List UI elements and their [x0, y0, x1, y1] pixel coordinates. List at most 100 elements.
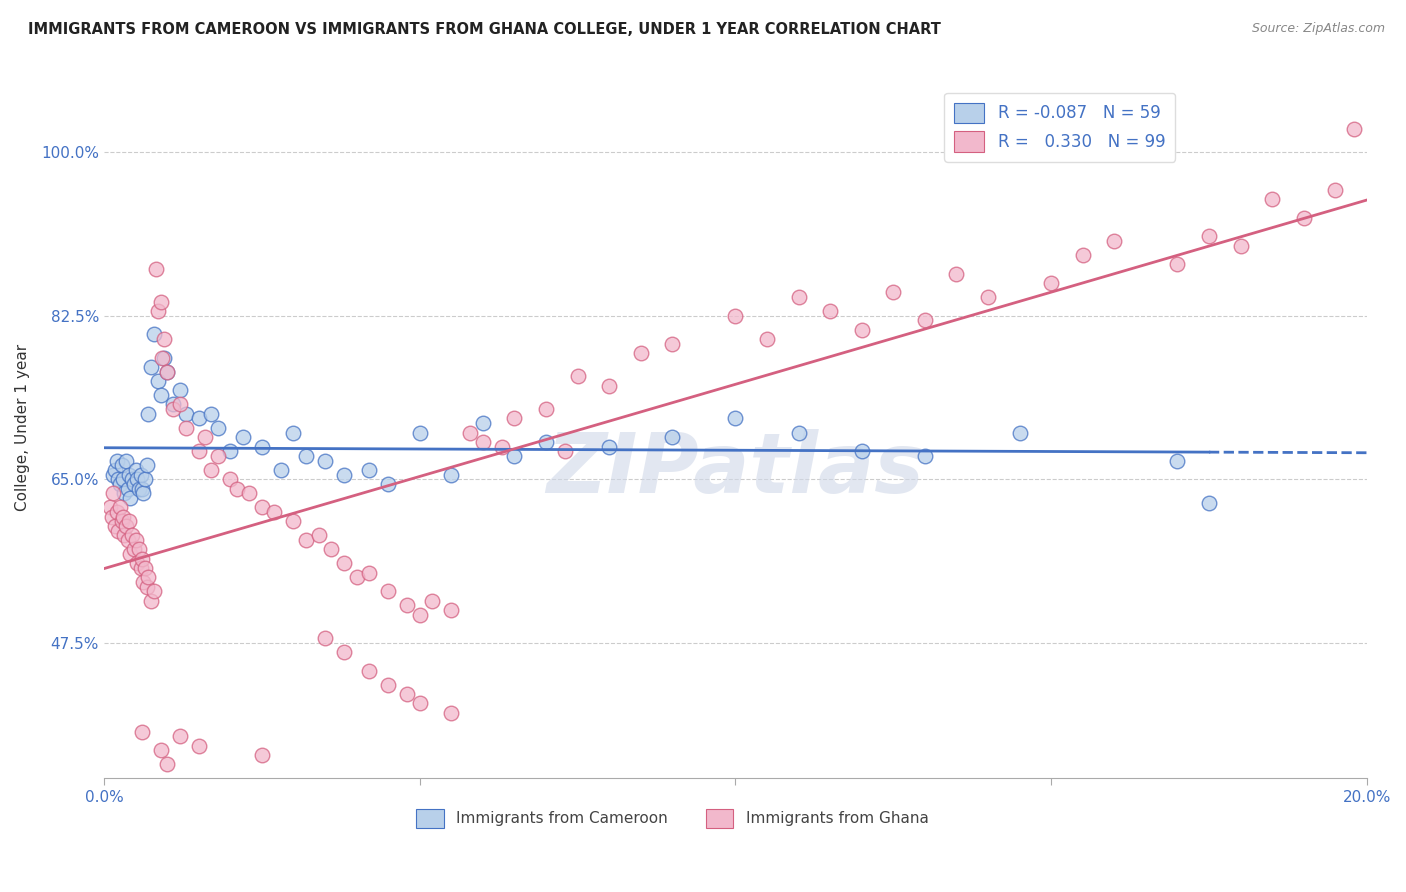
Text: ZIPatlas: ZIPatlas	[547, 429, 924, 510]
Point	[818, 304, 841, 318]
Point	[630, 346, 652, 360]
Point	[567, 369, 589, 384]
Point	[333, 645, 356, 659]
Point	[134, 561, 156, 575]
Point	[359, 566, 381, 580]
Point	[661, 336, 683, 351]
Point	[117, 482, 139, 496]
Point	[1229, 238, 1251, 252]
Point	[132, 574, 155, 589]
Point	[128, 482, 150, 496]
Point	[111, 458, 134, 473]
Point	[346, 570, 368, 584]
Point	[377, 678, 399, 692]
Point	[111, 514, 134, 528]
Point	[420, 593, 443, 607]
Point	[1198, 495, 1220, 509]
Point	[125, 557, 148, 571]
Point	[238, 486, 260, 500]
Point	[118, 514, 141, 528]
Point	[115, 519, 138, 533]
Point	[169, 729, 191, 743]
Point	[124, 463, 146, 477]
Point	[250, 500, 273, 515]
Point	[283, 514, 305, 528]
Point	[149, 388, 172, 402]
Point	[162, 397, 184, 411]
Y-axis label: College, Under 1 year: College, Under 1 year	[15, 344, 30, 511]
Point	[359, 664, 381, 678]
Point	[1040, 276, 1063, 290]
Point	[120, 491, 142, 505]
Point	[914, 313, 936, 327]
Point	[314, 453, 336, 467]
Point	[295, 533, 318, 547]
Point	[263, 505, 285, 519]
Text: Source: ZipAtlas.com: Source: ZipAtlas.com	[1251, 22, 1385, 36]
Point	[112, 528, 135, 542]
Point	[1071, 248, 1094, 262]
Point	[598, 378, 620, 392]
Point	[141, 593, 163, 607]
Point	[125, 472, 148, 486]
Point	[491, 440, 513, 454]
Point	[156, 757, 179, 772]
Point	[129, 467, 152, 482]
Point	[851, 444, 873, 458]
Text: IMMIGRANTS FROM CAMEROON VS IMMIGRANTS FROM GHANA COLLEGE, UNDER 1 YEAR CORRELAT: IMMIGRANTS FROM CAMEROON VS IMMIGRANTS F…	[28, 22, 941, 37]
Point	[408, 425, 430, 440]
Point	[534, 434, 557, 449]
Point	[945, 267, 967, 281]
Point	[136, 407, 159, 421]
Point	[1166, 257, 1188, 271]
Point	[103, 486, 125, 500]
Point	[104, 463, 127, 477]
Point	[174, 407, 197, 421]
Point	[107, 524, 129, 538]
Point	[250, 747, 273, 762]
Point	[724, 309, 747, 323]
Point	[471, 416, 494, 430]
Point	[333, 467, 356, 482]
Point	[314, 631, 336, 645]
Point	[146, 304, 169, 318]
Legend: Immigrants from Cameroon, Immigrants from Ghana: Immigrants from Cameroon, Immigrants fro…	[411, 803, 935, 834]
Point	[115, 453, 138, 467]
Point	[121, 528, 143, 542]
Point	[111, 472, 134, 486]
Point	[1166, 453, 1188, 467]
Point	[914, 449, 936, 463]
Point	[135, 580, 157, 594]
Point	[851, 323, 873, 337]
Point	[787, 425, 810, 440]
Point	[882, 285, 904, 300]
Point	[503, 449, 526, 463]
Point	[149, 743, 172, 757]
Point	[98, 500, 121, 515]
Point	[108, 500, 131, 515]
Point	[308, 528, 330, 542]
Point	[1343, 121, 1365, 136]
Point	[107, 472, 129, 486]
Point	[598, 440, 620, 454]
Point	[200, 407, 222, 421]
Point	[295, 449, 318, 463]
Point	[440, 603, 463, 617]
Point	[120, 547, 142, 561]
Point	[108, 476, 131, 491]
Point	[131, 482, 153, 496]
Point	[503, 411, 526, 425]
Point	[111, 509, 134, 524]
Point	[1292, 211, 1315, 225]
Point	[129, 561, 152, 575]
Point	[146, 374, 169, 388]
Point	[270, 463, 292, 477]
Point	[143, 327, 166, 342]
Point	[1198, 229, 1220, 244]
Point	[105, 453, 128, 467]
Point	[156, 365, 179, 379]
Point	[149, 294, 172, 309]
Point	[145, 262, 167, 277]
Point	[440, 467, 463, 482]
Point	[232, 430, 254, 444]
